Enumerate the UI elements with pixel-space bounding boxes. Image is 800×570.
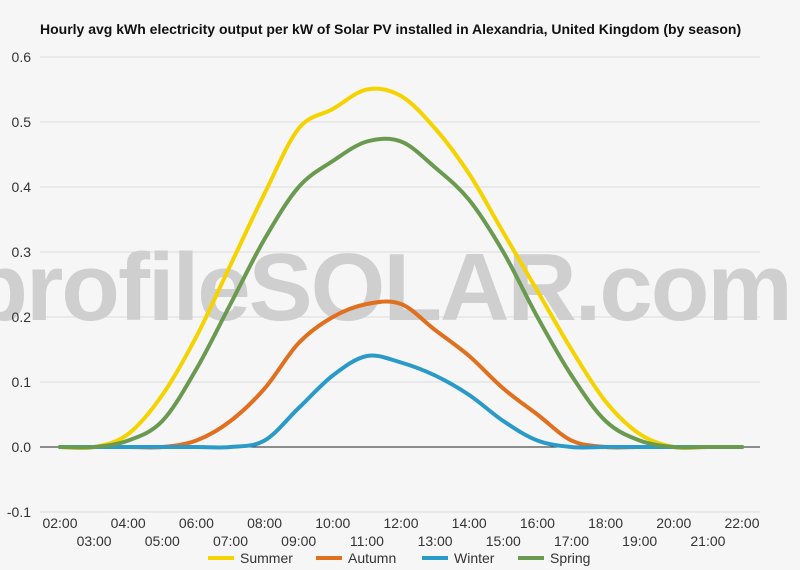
series-line-spring [58,136,744,450]
y-tick-label: 0.0 [12,439,32,455]
series-line-summer [58,86,744,450]
x-tick-label: 10:00 [315,515,350,531]
x-tick-label: 06:00 [179,515,214,531]
y-axis: 0.6 0.5 0.4 0.3 0.2 0.1 0.0 -0.1 [7,49,31,520]
x-tick-label: 18:00 [588,515,623,531]
y-tick-label: 0.2 [12,309,32,325]
legend-label: Autumn [348,550,396,566]
x-tick-label: 17:00 [554,533,589,549]
legend: Summer Autumn Winter Spring [208,550,590,566]
x-tick-label: 16:00 [520,515,555,531]
x-tick-label: 13:00 [418,533,453,549]
x-tick-label: 02:00 [42,515,77,531]
x-tick-label: 09:00 [281,533,316,549]
legend-label: Spring [550,550,590,566]
x-tick-label: 12:00 [383,515,418,531]
x-tick-label: 15:00 [486,533,521,549]
chart-title: Hourly avg kWh electricity output per kW… [40,21,741,37]
y-tick-label: 0.1 [12,374,32,390]
x-tick-label: 08:00 [247,515,282,531]
x-tick-label: 05:00 [145,533,180,549]
x-tick-label: 14:00 [452,515,487,531]
x-tick-label: 04:00 [111,515,146,531]
y-tick-label: 0.3 [12,244,32,260]
y-tick-label: 0.5 [12,114,32,130]
y-tick-label: 0.6 [12,49,32,65]
x-tick-label: 03:00 [77,533,112,549]
series-lines [58,86,744,450]
x-tick-label: 11:00 [350,533,384,549]
y-tick-label: 0.4 [12,179,32,195]
x-tick-label: 21:00 [690,533,725,549]
x-tick-label: 20:00 [656,515,691,531]
x-tick-label: 19:00 [622,533,657,549]
y-tick-label: -0.1 [7,504,31,520]
x-tick-label: 22:00 [724,515,759,531]
watermark: profileSOLAR.com [0,234,791,341]
legend-label: Summer [240,550,293,566]
x-tick-label: 07:00 [213,533,248,549]
series-line-winter [58,353,744,450]
legend-label: Winter [454,550,495,566]
